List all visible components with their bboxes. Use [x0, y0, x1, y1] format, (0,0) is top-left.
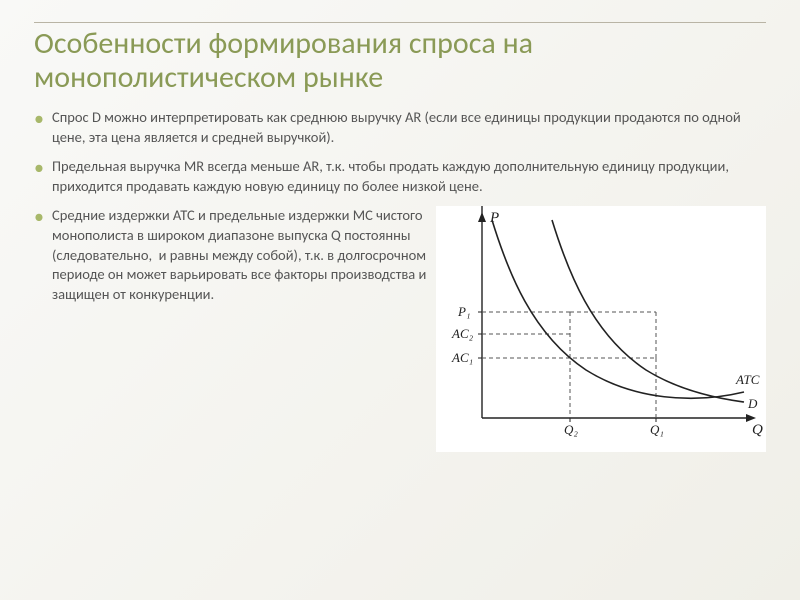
curve-d [552, 220, 744, 402]
axes: P Q [478, 206, 763, 438]
bullet-item: Предельная выручка MR всегда меньше AR, … [34, 157, 766, 196]
guide-lines [482, 312, 656, 418]
bullet-item: Спрос D можно интерпретировать как средн… [34, 108, 766, 147]
slide-title: Особенности формирования спроса на моноп… [34, 22, 766, 94]
x-axis-label: Q [752, 422, 763, 438]
xtick-q1: Q₁ [650, 422, 664, 437]
label-atc: ATC [735, 372, 760, 387]
chart-svg: P Q [436, 206, 766, 452]
xtick-q2: Q₂ [564, 422, 578, 437]
monopoly-chart: P Q [436, 206, 766, 452]
content-row: Средние издержки ATC и предельные издерж… [52, 206, 766, 452]
bullet-item: Средние издержки ATC и предельные издерж… [34, 206, 766, 452]
ytick-ac2: AC₂ [451, 326, 474, 341]
y-axis-arrow [478, 212, 486, 222]
bullet-text-left: Средние издержки ATC и предельные издерж… [52, 206, 428, 304]
x-axis-arrow [746, 414, 756, 422]
slide: Особенности формирования спроса на моноп… [0, 0, 800, 600]
curve-atc [492, 220, 744, 398]
ytick-ac1: AC₁ [451, 350, 473, 365]
label-d: D [747, 396, 758, 411]
bullet-list: Спрос D можно интерпретировать как средн… [34, 108, 766, 452]
y-axis-label: P [489, 210, 499, 226]
ytick-p1: P₁ [457, 304, 470, 319]
chart-container: P Q [436, 206, 766, 452]
